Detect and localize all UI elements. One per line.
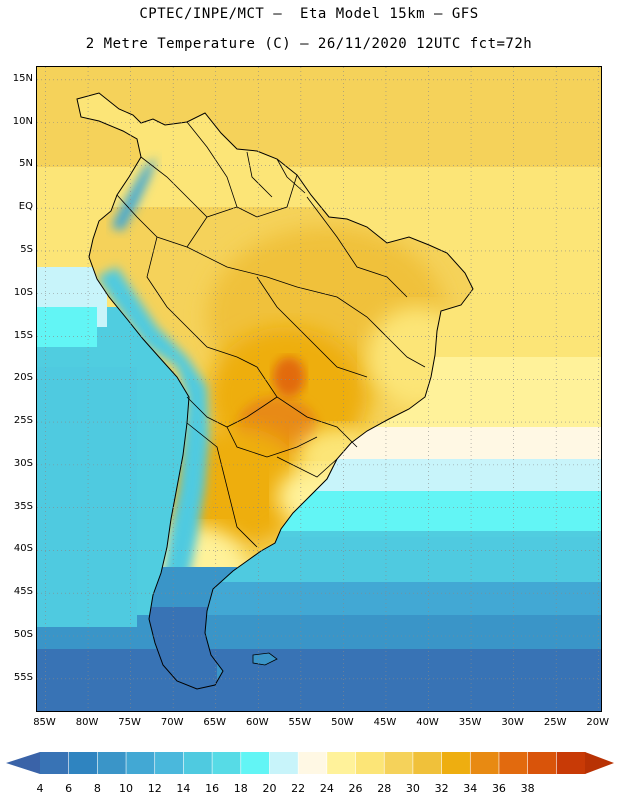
longitude-label: 65W [203,717,227,728]
longitude-label: 35W [458,717,482,728]
latitude-label: 45S [13,586,33,598]
colorbar [6,752,614,774]
colorbar-label: 16 [205,782,220,795]
colorbar-segment [269,752,299,774]
longitude-label: 85W [33,717,56,728]
latitude-label: 50S [13,628,33,640]
latitude-label: 55S [13,671,33,683]
falkland-islands [252,652,278,666]
latitude-label: 15S [13,329,33,341]
longitude-label: 20W [586,717,610,728]
latitude-label: 5S [20,243,33,255]
colorbar-label: 32 [434,782,449,795]
temperature-map-canvas [37,67,601,711]
colorbar-label: 12 [147,782,162,795]
colorbar-label: 34 [463,782,478,795]
colorbar-segment [326,752,357,774]
latitude-label: 20S [13,372,33,384]
continent-outline [76,92,474,690]
colorbar-label: 36 [491,782,506,795]
colorbar-segment [384,752,414,774]
colorbar-segment [183,752,213,774]
longitude-label: 55W [288,717,312,728]
colorbar-label: 4 [36,782,44,795]
longitude-label: 25W [543,717,567,728]
map-title-line-2: 2 Metre Temperature (C) – 26/11/2020 12U… [85,36,533,52]
latitude-label: 10S [13,286,33,298]
colorbar-high-triangle [585,752,614,774]
colorbar-segment [498,752,529,774]
temperature-map [36,66,602,712]
colorbar-segment [97,752,127,774]
colorbar-label: 10 [119,782,134,795]
longitude-label: 60W [245,717,269,728]
colorbar-segment [470,752,500,774]
longitude-label: 75W [118,717,141,728]
colorbar-label: 24 [319,782,334,795]
colorbar-segment [212,752,242,774]
colorbar-label: 22 [291,782,306,795]
colorbar-label: 30 [405,782,420,795]
colorbar-segment [68,752,98,774]
longitude-label: 70W [160,717,184,728]
colorbar-label: 28 [377,782,392,795]
colorbar-label: 38 [520,782,535,795]
colorbar-segment [298,752,328,774]
colorbar-segment [126,752,156,774]
longitude-label: 80W [75,717,99,728]
latitude-label: 40S [13,543,33,555]
colorbar-segment [40,752,70,774]
latitude-label: 35S [13,500,33,512]
colorbar-label: 8 [93,782,101,795]
latitude-label: 15N [12,72,33,84]
colorbar-label: 18 [233,782,248,795]
longitude-label: 45W [373,717,397,728]
colorbar-label: 14 [176,782,191,795]
colorbar-label: 26 [348,782,363,795]
colorbar-label: 6 [65,782,73,795]
colorbar-low-triangle [6,752,40,774]
colorbar-segment [240,752,270,774]
latitude-label: 10N [12,115,33,127]
latitude-label: 5N [19,158,33,170]
latitude-label: 25S [13,415,33,427]
longitude-label: 50W [331,717,354,728]
colorbar-segment [154,752,184,774]
map-title-line-1: CPTEC/INPE/MCT – Eta Model 15km – GFS [139,6,479,22]
colorbar-label: 20 [262,782,277,795]
longitude-label: 40W [416,717,439,728]
latitude-label: EQ [18,201,33,213]
country-borders [116,121,426,548]
colorbar-segment [441,752,471,774]
colorbar-segment [556,752,586,774]
longitude-label: 30W [501,717,524,728]
colorbar-segment [412,752,443,774]
latitude-label: 30S [13,457,33,469]
colorbar-segment [527,752,557,774]
colorbar-segment [355,752,385,774]
